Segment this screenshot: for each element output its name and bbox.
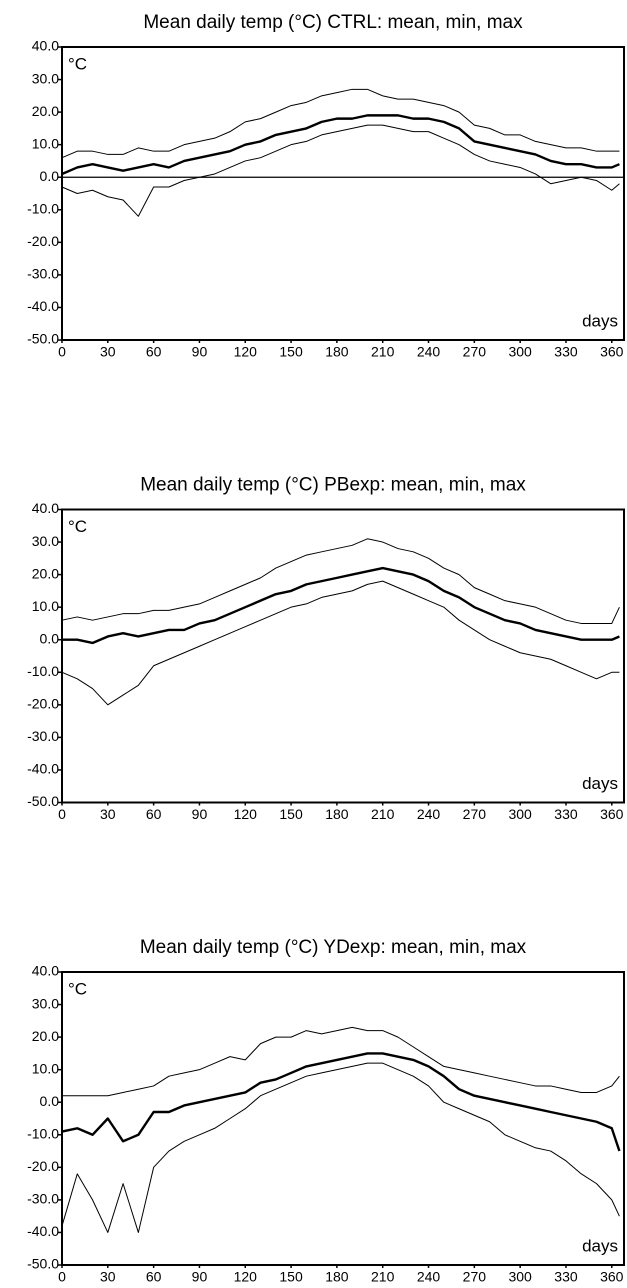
- y-tick-label: -10.0: [27, 663, 59, 679]
- x-tick-label: 270: [463, 344, 487, 360]
- plot-frame: [61, 971, 625, 1266]
- x-tick-label: 240: [417, 344, 441, 360]
- series-line: [61, 538, 620, 624]
- series-line: [62, 566, 620, 645]
- x-tick-label: 180: [325, 1269, 349, 1285]
- x-tick-label: 0: [58, 344, 66, 360]
- x-tick-label: 30: [100, 344, 116, 360]
- y-tick-label: -50.0: [27, 331, 59, 347]
- y-tick-label: 0.0: [40, 630, 60, 646]
- chart-title: Mean daily temp (°C) YDexp: mean, min, m…: [140, 937, 527, 958]
- x-tick-label: 30: [100, 806, 116, 822]
- x-axis-label: days: [582, 774, 618, 793]
- x-tick-label: 0: [58, 1269, 66, 1285]
- x-tick-label: 150: [279, 806, 303, 822]
- x-tick-label: 270: [463, 806, 487, 822]
- series-line: [61, 580, 620, 706]
- y-tick-label: -20.0: [27, 696, 59, 712]
- y-tick-label: 10.0: [32, 135, 59, 151]
- y-tick-label: -50.0: [27, 793, 59, 809]
- y-tick-label: -10.0: [27, 200, 59, 216]
- y-tick-label: 30.0: [32, 533, 59, 549]
- x-tick-label: 210: [371, 344, 395, 360]
- x-tick-label: 120: [234, 344, 258, 360]
- x-tick-label: 120: [234, 806, 258, 822]
- x-tick-label: 210: [371, 806, 395, 822]
- x-axis-label: days: [582, 311, 618, 330]
- x-tick-label: 0: [58, 806, 66, 822]
- y-tick-label: 0.0: [40, 168, 60, 184]
- series-line: [61, 124, 620, 217]
- x-tick-label: 360: [600, 344, 624, 360]
- y-tick-label: -40.0: [27, 1223, 59, 1239]
- y-tick-label: 0.0: [40, 1093, 60, 1109]
- x-tick-label: 240: [417, 806, 441, 822]
- x-tick-label: 180: [325, 806, 349, 822]
- plot-frame: [61, 508, 625, 804]
- y-tick-label: 40.0: [32, 500, 59, 516]
- y-tick-label: -40.0: [27, 761, 59, 777]
- y-tick-label: -20.0: [27, 233, 59, 249]
- plot-frame: [61, 46, 625, 341]
- y-tick-label: 30.0: [32, 70, 59, 86]
- x-tick-label: 360: [600, 1269, 624, 1285]
- unit-label: °C: [68, 979, 87, 998]
- y-tick-label: -20.0: [27, 1158, 59, 1174]
- y-tick-label: 20.0: [32, 565, 59, 581]
- x-tick-label: 150: [279, 344, 303, 360]
- y-tick-label: 30.0: [32, 995, 59, 1011]
- unit-label: °C: [68, 54, 87, 73]
- x-tick-label: 120: [234, 1269, 258, 1285]
- x-tick-label: 270: [463, 1269, 487, 1285]
- x-tick-label: 210: [371, 1269, 395, 1285]
- series-line: [62, 1026, 620, 1097]
- x-tick-label: 300: [508, 344, 532, 360]
- x-tick-label: 180: [325, 344, 349, 360]
- x-tick-label: 60: [146, 806, 162, 822]
- y-tick-label: -30.0: [27, 728, 59, 744]
- x-tick-label: 60: [146, 344, 162, 360]
- series-line: [61, 1062, 620, 1233]
- y-tick-label: -30.0: [27, 1191, 59, 1207]
- series-line: [61, 88, 620, 159]
- y-tick-label: 20.0: [32, 103, 59, 119]
- y-tick-label: 40.0: [32, 963, 59, 979]
- x-tick-label: 30: [100, 1269, 116, 1285]
- x-tick-label: 330: [554, 1269, 578, 1285]
- x-tick-label: 60: [146, 1269, 162, 1285]
- chart-title: Mean daily temp (°C) CTRL: mean, min, ma…: [143, 12, 523, 33]
- x-tick-label: 360: [600, 806, 624, 822]
- x-tick-label: 240: [417, 1269, 441, 1285]
- y-tick-label: -10.0: [27, 1125, 59, 1141]
- y-tick-label: -30.0: [27, 266, 59, 282]
- y-tick-label: 20.0: [32, 1028, 59, 1044]
- x-tick-label: 330: [554, 344, 578, 360]
- y-tick-label: 10.0: [32, 598, 59, 614]
- x-tick-label: 150: [279, 1269, 303, 1285]
- x-tick-label: 90: [192, 344, 208, 360]
- x-tick-label: 330: [554, 806, 578, 822]
- x-tick-label: 300: [508, 806, 532, 822]
- y-tick-label: -50.0: [27, 1256, 59, 1272]
- series-line: [61, 114, 620, 176]
- unit-label: °C: [68, 517, 87, 536]
- y-tick-label: 40.0: [32, 38, 59, 54]
- x-tick-label: 90: [192, 1269, 208, 1285]
- y-tick-label: 10.0: [32, 1060, 59, 1076]
- x-tick-label: 90: [192, 806, 208, 822]
- chart-title: Mean daily temp (°C) PBexp: mean, min, m…: [140, 475, 526, 496]
- series-line: [61, 1052, 621, 1152]
- y-tick-label: -40.0: [27, 298, 59, 314]
- x-axis-label: days: [582, 1236, 618, 1255]
- x-tick-label: 300: [508, 1269, 532, 1285]
